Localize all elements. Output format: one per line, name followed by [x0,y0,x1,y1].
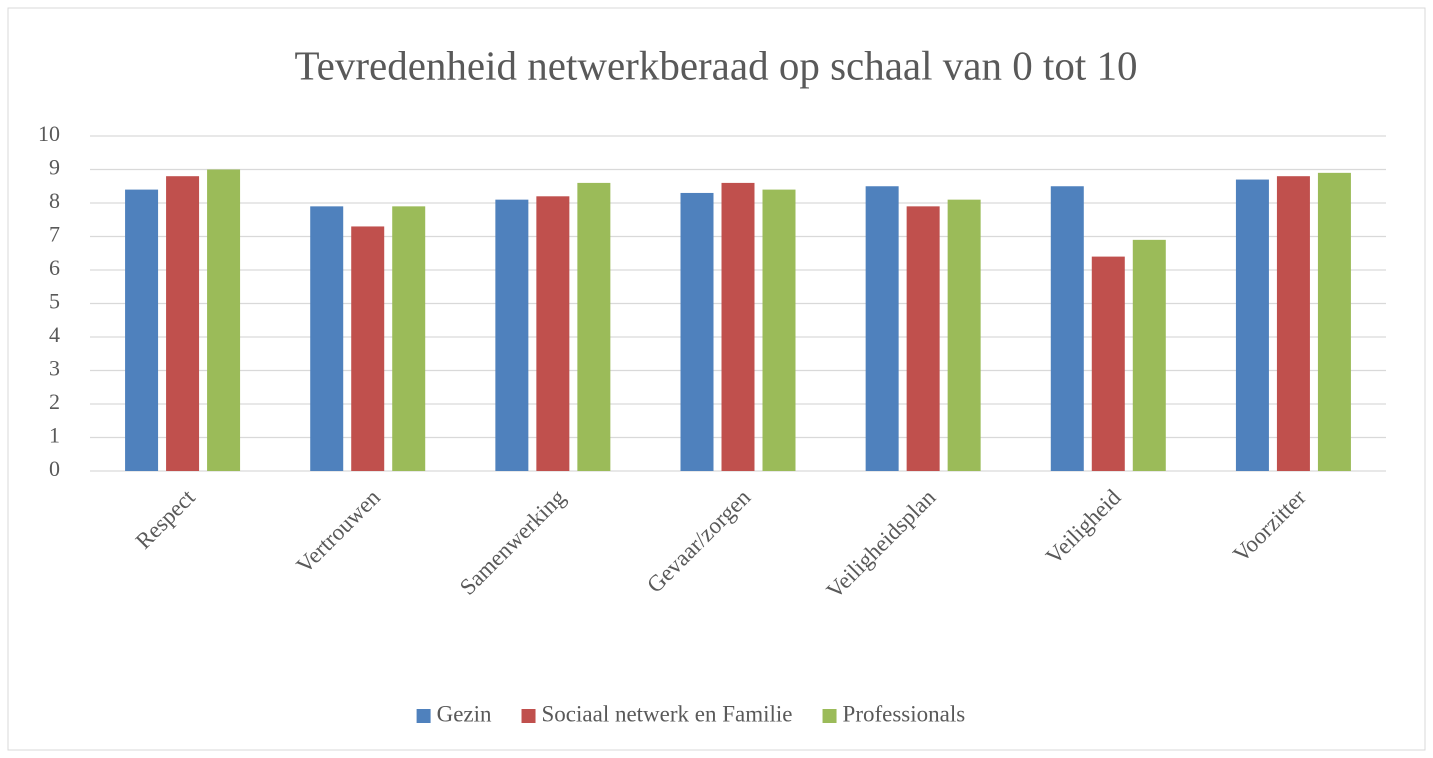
bar [1091,256,1125,471]
y-tick-label: 1 [49,423,60,448]
bar [762,189,796,471]
bar [1132,239,1166,471]
bar [392,206,426,471]
y-tick-label: 2 [49,389,60,414]
bar [906,206,940,471]
y-tick-label: 9 [49,155,60,180]
bar [721,182,755,471]
y-tick-label: 6 [49,255,60,280]
bar [125,189,159,471]
y-tick-label: 3 [49,356,60,381]
bar [166,176,200,471]
legend-swatch [822,709,837,723]
y-tick-label: 7 [49,222,60,247]
bar [536,196,570,472]
bar [351,226,385,471]
bar [1050,186,1084,471]
chart-title: Tevredenheid netwerkberaad op schaal van… [295,42,1138,88]
legend-label: Sociaal netwerk en Familie [542,701,793,726]
y-tick-label: 4 [49,322,60,347]
y-tick-label: 0 [49,456,60,481]
y-tick-label: 8 [49,188,60,213]
bar [1235,179,1269,472]
legend-swatch [416,709,431,723]
legend-label: Gezin [437,701,492,726]
bar [207,169,241,471]
bar [495,199,529,471]
bar [1317,172,1351,471]
chart-frame [7,7,1426,751]
bar [947,199,981,471]
bar [1276,176,1310,471]
bar [577,182,611,471]
bar [680,192,714,471]
y-tick-label: 5 [49,289,60,314]
legend-label: Professionals [843,701,966,726]
y-tick-label: 10 [38,121,60,146]
bar [310,206,344,471]
legend-swatch [521,709,536,723]
bar [865,186,899,471]
